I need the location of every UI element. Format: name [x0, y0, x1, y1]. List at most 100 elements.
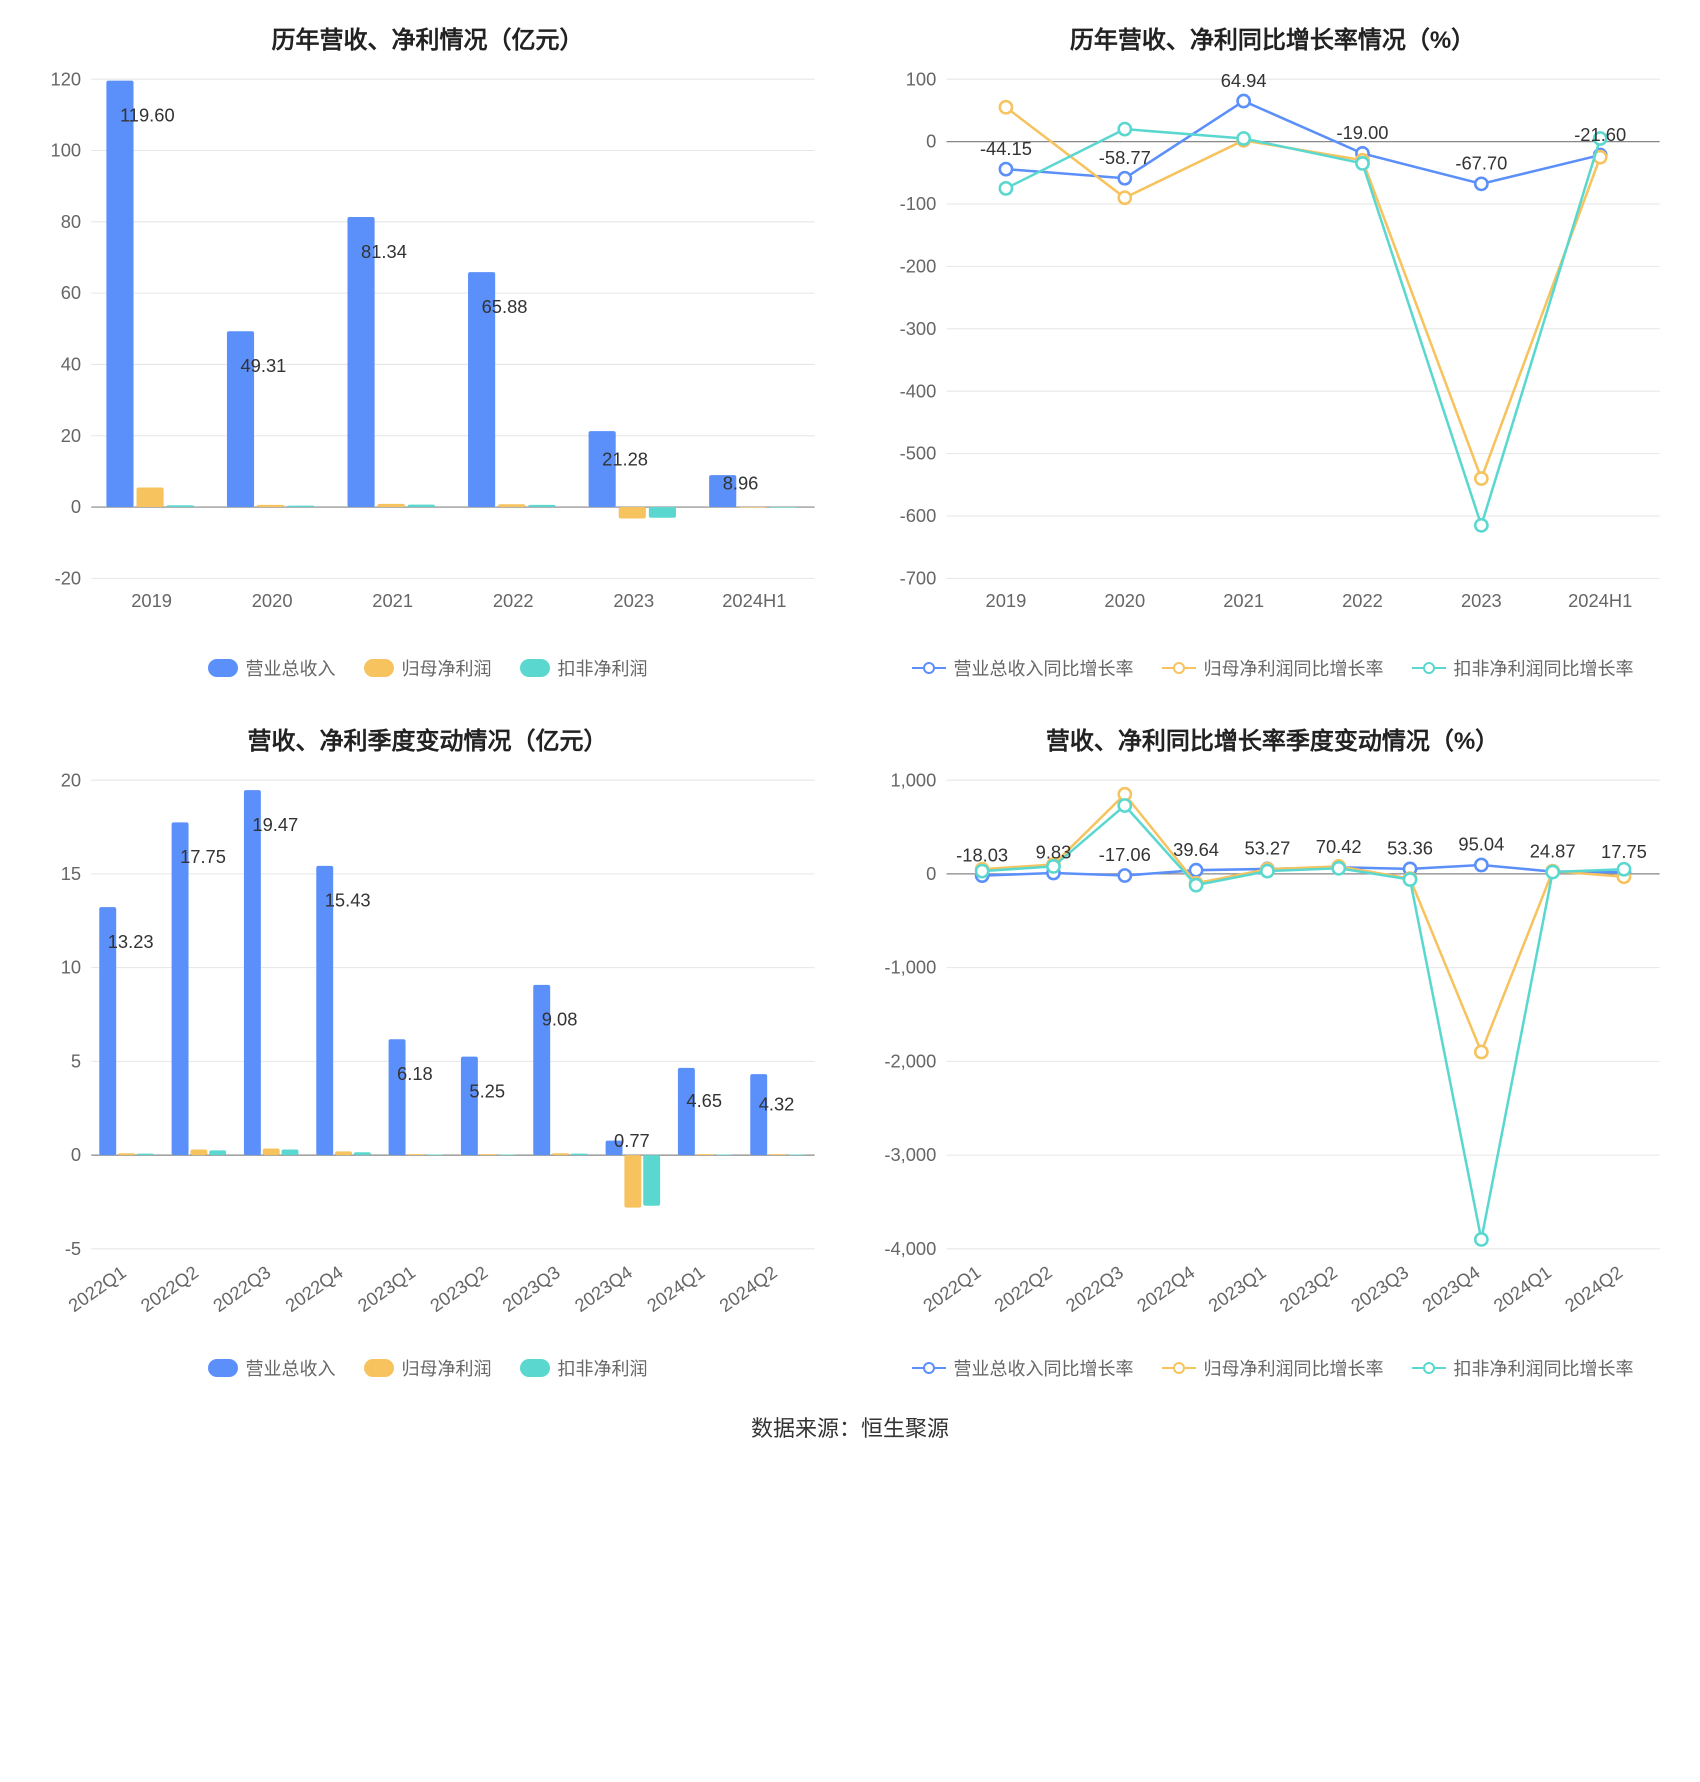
- legend-swatch: [1162, 661, 1196, 675]
- chart3-title: 营收、净利季度变动情况（亿元）: [20, 721, 835, 756]
- legend-label: 营业总收入: [246, 1355, 336, 1381]
- legend-label: 营业总收入同比增长率: [954, 655, 1134, 681]
- svg-text:2023Q3: 2023Q3: [498, 1261, 563, 1316]
- svg-text:0: 0: [926, 131, 936, 152]
- legend-label: 营业总收入同比增长率: [954, 1355, 1134, 1381]
- legend-label: 归母净利润: [402, 655, 492, 681]
- svg-text:2024Q2: 2024Q2: [1561, 1261, 1626, 1316]
- svg-text:2024H1: 2024H1: [1568, 590, 1632, 611]
- legend-item: 归母净利润: [364, 1355, 492, 1381]
- svg-text:15: 15: [61, 863, 81, 884]
- svg-text:2023Q2: 2023Q2: [1276, 1261, 1341, 1316]
- svg-text:95.04: 95.04: [1458, 833, 1504, 854]
- svg-text:9.08: 9.08: [542, 1008, 578, 1029]
- svg-text:-19.00: -19.00: [1337, 122, 1389, 143]
- svg-text:-58.77: -58.77: [1099, 147, 1151, 168]
- svg-text:-5: -5: [65, 1237, 81, 1258]
- svg-text:2024H1: 2024H1: [722, 590, 786, 611]
- svg-text:53.27: 53.27: [1244, 837, 1290, 858]
- svg-text:17.75: 17.75: [180, 846, 226, 867]
- chart3-legend: 营业总收入 归母净利润 扣非净利润: [20, 1355, 835, 1381]
- svg-text:-600: -600: [900, 505, 937, 526]
- svg-text:0: 0: [926, 863, 936, 884]
- svg-text:0: 0: [71, 1144, 81, 1165]
- legend-swatch: [1412, 661, 1446, 675]
- svg-text:2022Q4: 2022Q4: [281, 1261, 346, 1316]
- svg-text:0.77: 0.77: [614, 1130, 650, 1151]
- chart2-svg-wrap: -700-600-500-400-300-200-100010020192020…: [865, 69, 1680, 645]
- chart4-svg-wrap: -4,000-3,000-2,000-1,00001,0002022Q12022…: [865, 770, 1680, 1346]
- svg-text:120: 120: [51, 69, 82, 89]
- legend-label: 扣非净利润同比增长率: [1454, 1355, 1634, 1381]
- svg-text:24.87: 24.87: [1530, 840, 1576, 861]
- chart3-svg-wrap: -5051015202022Q12022Q22022Q32022Q42023Q1…: [20, 770, 835, 1346]
- svg-text:8.96: 8.96: [723, 472, 759, 493]
- svg-text:2022Q1: 2022Q1: [919, 1261, 984, 1316]
- svg-text:21.28: 21.28: [602, 448, 648, 469]
- legend-item: 归母净利润同比增长率: [1162, 655, 1384, 681]
- legend-item: 扣非净利润同比增长率: [1412, 655, 1634, 681]
- svg-text:2022: 2022: [493, 590, 534, 611]
- svg-text:13.23: 13.23: [108, 930, 154, 951]
- legend-swatch: [208, 1359, 238, 1377]
- svg-text:-200: -200: [900, 255, 937, 276]
- svg-text:2023Q2: 2023Q2: [426, 1261, 491, 1316]
- legend-swatch: [1162, 1361, 1196, 1375]
- svg-text:2023: 2023: [613, 590, 654, 611]
- panel-annual-revenue: 历年营收、净利情况（亿元） -2002040608010012020192020…: [20, 20, 835, 681]
- svg-text:-18.03: -18.03: [956, 844, 1008, 865]
- svg-text:-1,000: -1,000: [884, 956, 936, 977]
- legend-item: 营业总收入: [208, 1355, 336, 1381]
- svg-text:2023Q4: 2023Q4: [1418, 1261, 1483, 1316]
- svg-text:-300: -300: [900, 318, 937, 339]
- svg-text:-17.06: -17.06: [1099, 844, 1151, 865]
- svg-text:0: 0: [71, 496, 81, 517]
- svg-text:60: 60: [61, 282, 81, 303]
- legend-swatch: [364, 1359, 394, 1377]
- svg-text:19.47: 19.47: [252, 813, 298, 834]
- svg-text:2023Q3: 2023Q3: [1347, 1261, 1412, 1316]
- svg-text:70.42: 70.42: [1316, 836, 1362, 857]
- svg-text:-21.60: -21.60: [1574, 124, 1626, 145]
- svg-text:-700: -700: [900, 567, 937, 588]
- legend-label: 归母净利润同比增长率: [1204, 1355, 1384, 1381]
- svg-text:2023: 2023: [1461, 590, 1502, 611]
- svg-text:-500: -500: [900, 443, 937, 464]
- legend-swatch: [364, 659, 394, 677]
- legend-swatch: [1412, 1361, 1446, 1375]
- legend-item: 归母净利润: [364, 655, 492, 681]
- svg-text:40: 40: [61, 354, 81, 375]
- svg-text:-20: -20: [55, 567, 82, 588]
- svg-text:20: 20: [61, 425, 81, 446]
- legend-swatch: [208, 659, 238, 677]
- svg-text:2022Q4: 2022Q4: [1133, 1261, 1198, 1316]
- svg-text:1,000: 1,000: [890, 770, 936, 790]
- svg-text:2024Q2: 2024Q2: [715, 1261, 780, 1316]
- svg-text:10: 10: [61, 956, 81, 977]
- svg-text:-2,000: -2,000: [884, 1050, 936, 1071]
- legend-swatch: [912, 1361, 946, 1375]
- legend-label: 扣非净利润: [558, 1355, 648, 1381]
- legend-item: 扣非净利润: [520, 655, 648, 681]
- svg-text:2022Q1: 2022Q1: [64, 1261, 129, 1316]
- svg-text:2019: 2019: [131, 590, 172, 611]
- svg-text:2023Q1: 2023Q1: [1204, 1261, 1269, 1316]
- svg-text:20: 20: [61, 770, 81, 790]
- legend-swatch: [912, 661, 946, 675]
- svg-text:-400: -400: [900, 380, 937, 401]
- legend-item: 扣非净利润同比增长率: [1412, 1355, 1634, 1381]
- svg-text:-44.15: -44.15: [980, 138, 1032, 159]
- legend-label: 归母净利润: [402, 1355, 492, 1381]
- panel-annual-growth: 历年营收、净利同比增长率情况（%） -700-600-500-400-300-2…: [865, 20, 1680, 681]
- legend-swatch: [520, 659, 550, 677]
- svg-text:2024Q1: 2024Q1: [643, 1261, 708, 1316]
- svg-text:2024Q1: 2024Q1: [1489, 1261, 1554, 1316]
- svg-text:100: 100: [906, 69, 937, 89]
- svg-text:119.60: 119.60: [120, 104, 175, 125]
- svg-text:39.64: 39.64: [1173, 838, 1219, 859]
- svg-text:5.25: 5.25: [469, 1080, 505, 1101]
- svg-text:-67.70: -67.70: [1455, 153, 1507, 174]
- legend-label: 扣非净利润同比增长率: [1454, 655, 1634, 681]
- chart4-title: 营收、净利同比增长率季度变动情况（%）: [865, 721, 1680, 756]
- svg-text:4.32: 4.32: [759, 1093, 795, 1114]
